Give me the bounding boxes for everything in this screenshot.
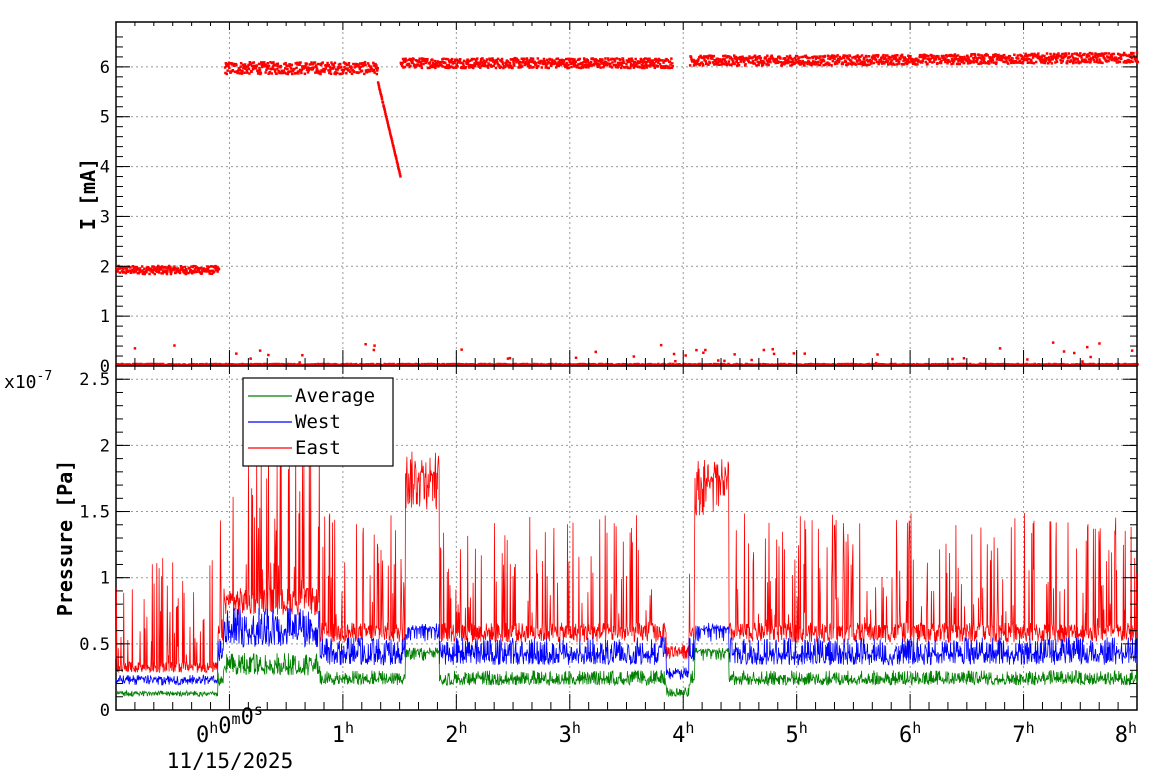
x-tick-label: 6h <box>899 719 921 748</box>
pressure-trace-average <box>115 647 1138 698</box>
legend-entry-average: Average <box>295 385 375 407</box>
y-tick-label: 2 <box>100 436 110 456</box>
pressure-y-axis: 0 0.5 1 1.5 2 2.5 <box>79 370 1137 721</box>
pressure-y-multiplier: x10-7 <box>4 369 52 393</box>
y-tick-label: 4 <box>100 158 110 178</box>
pressure-trace-west <box>115 607 1138 686</box>
x-tick-label: 0h0m0s <box>196 701 263 748</box>
y-tick-label: 0 <box>100 357 110 377</box>
legend: Average West East <box>242 377 394 467</box>
y-tick-label: 2.5 <box>79 370 110 390</box>
y-tick-label: 5 <box>100 108 110 128</box>
pressure-panel: 0 0.5 1 1.5 2 2.5 0h0m0s 1h 2h 3h 4h 5h 6h 7h 8h x10-… <box>4 365 1138 773</box>
y-tick-label: 0 <box>100 701 110 721</box>
x-tick-label: 7h <box>1012 719 1034 748</box>
current-plot-frame <box>115 21 1138 367</box>
x-tick-label: 5h <box>786 719 808 748</box>
y-tick-label: 0.5 <box>79 635 110 655</box>
x-tick-label: 1h <box>332 719 354 748</box>
y-tick-label: 1 <box>100 307 110 327</box>
y-tick-label: 1.5 <box>79 503 110 523</box>
x-tick-label: 8h <box>1115 719 1137 748</box>
current-y-axis: 0 1 2 3 4 5 6 <box>100 36 1137 377</box>
y-tick-label: 6 <box>100 58 110 78</box>
x-tick-label: 4h <box>672 719 694 748</box>
y-tick-label: 3 <box>100 207 110 227</box>
current-x-axis <box>115 22 1138 366</box>
date-label: 11/15/2025 <box>167 749 293 773</box>
x-tick-label: 3h <box>559 719 581 748</box>
y-tick-label: 2 <box>100 257 110 277</box>
legend-entry-west: West <box>295 411 341 433</box>
legend-entry-east: East <box>295 437 341 459</box>
y-tick-label: 1 <box>100 569 110 589</box>
pressure-series <box>115 443 1138 698</box>
pressure-y-axis-label: Pressure [Pa] <box>53 460 77 617</box>
pressure-x-axis: 0h0m0s 1h 2h 3h 4h 5h 6h 7h 8h <box>115 366 1138 748</box>
pressure-trace-east <box>115 443 1138 674</box>
current-panel: 0 1 2 3 4 5 6 I [mA] <box>76 21 1140 377</box>
current-grid <box>116 22 1137 366</box>
current-y-axis-label: I [mA] <box>76 158 100 230</box>
x-tick-label: 2h <box>445 719 467 748</box>
